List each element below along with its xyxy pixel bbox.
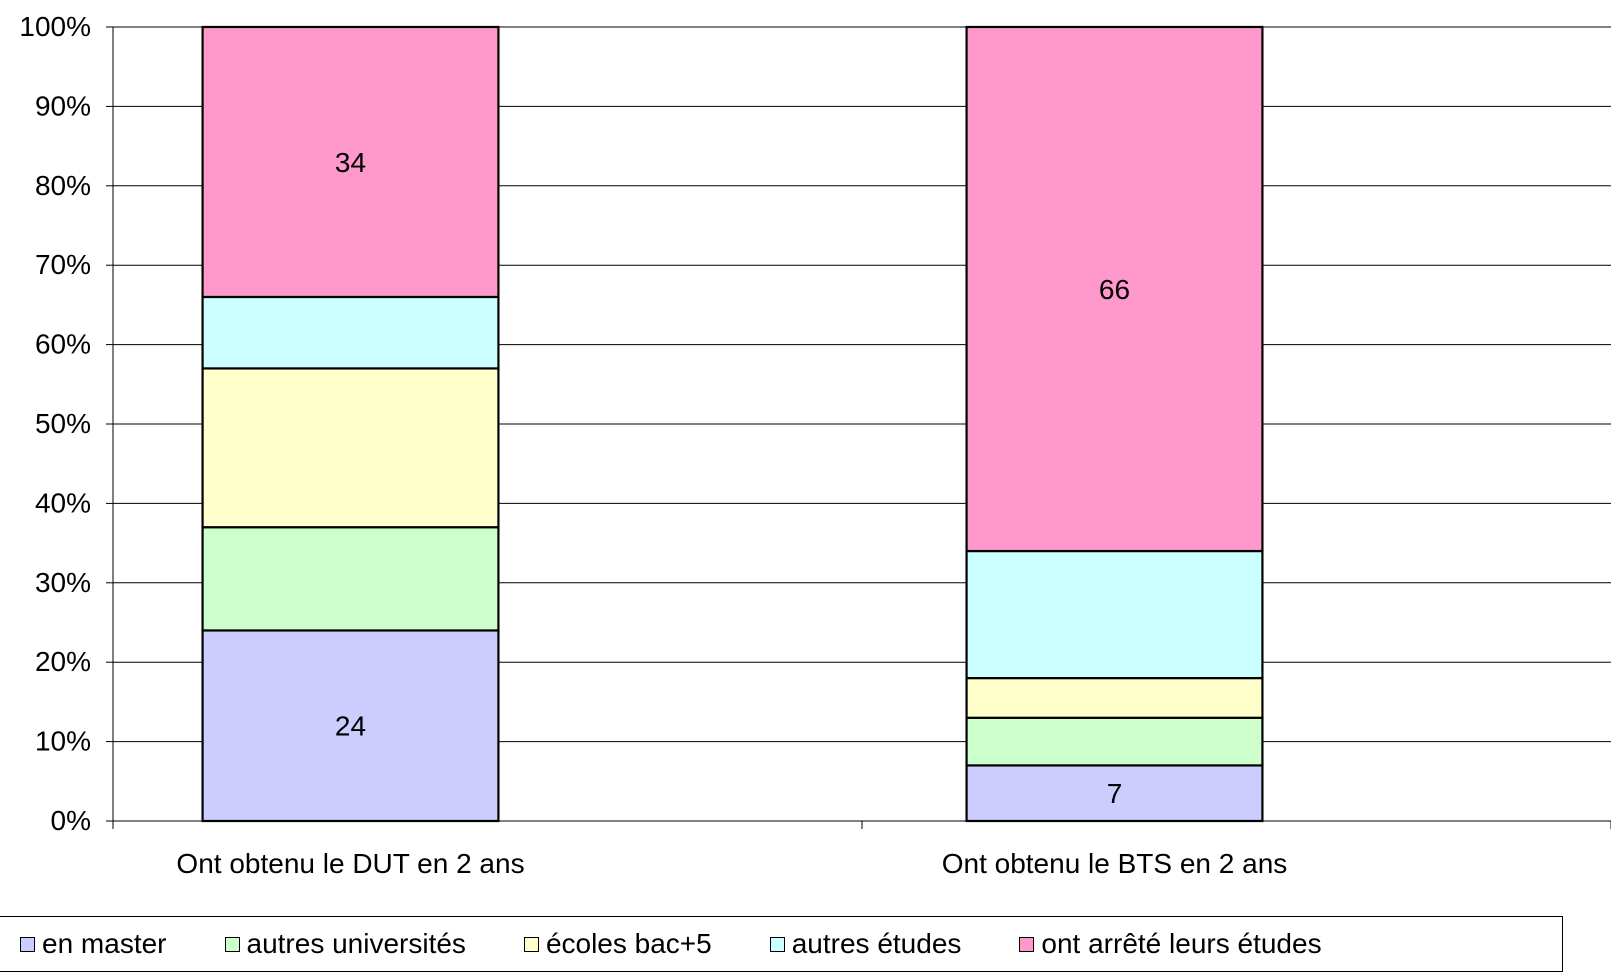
legend-item: autres universités	[224, 928, 466, 960]
y-tick-label: 60%	[35, 329, 91, 360]
y-tick-label: 30%	[35, 567, 91, 598]
y-tick-label: 50%	[35, 408, 91, 439]
y-tick-label: 100%	[19, 11, 91, 42]
y-tick-label: 70%	[35, 249, 91, 280]
y-tick-label: 20%	[35, 646, 91, 677]
data-label: 66	[1099, 274, 1130, 305]
bar-segment	[201, 295, 500, 370]
y-tick-label: 90%	[35, 90, 91, 121]
legend-item: autres études	[769, 928, 962, 960]
bar-segment	[201, 25, 500, 299]
legend-swatch	[20, 936, 35, 952]
legend: en master autres universités écoles bac+5 a…	[0, 916, 1563, 972]
data-label: 24	[335, 711, 366, 742]
legend-item: ont arrêté leurs études	[1019, 928, 1322, 960]
stacked-bar-chart: 0% 10% 20% 30% 40% 50% 60% 70% 80% 90% 100% 24 34 Ont…	[19, 11, 1611, 879]
y-tick-label: 10%	[35, 726, 91, 757]
legend-label: autres universités	[246, 928, 466, 959]
y-tick-label: 80%	[35, 170, 91, 201]
bar-segment	[965, 716, 1264, 767]
bar-segment	[965, 25, 1264, 553]
legend-swatch	[1019, 936, 1035, 952]
data-label: 34	[335, 147, 366, 178]
legend-label: autres études	[791, 928, 962, 959]
y-tick-label: 40%	[35, 487, 91, 518]
bar-segment	[965, 676, 1264, 719]
legend-item: en master	[20, 928, 167, 960]
bar-segment	[965, 549, 1264, 680]
data-label: 7	[1107, 778, 1123, 809]
bar-segment	[201, 367, 500, 529]
category-label: Ont obtenu le DUT en 2 ans	[176, 848, 524, 879]
legend-label: écoles bac+5	[545, 928, 712, 959]
legend-swatch	[224, 936, 240, 952]
bar-segment	[965, 764, 1264, 823]
legend-label: en master	[42, 928, 167, 959]
bar-segment	[201, 526, 500, 632]
category-label: Ont obtenu le BTS en 2 ans	[942, 848, 1288, 879]
legend-swatch	[523, 936, 539, 952]
y-tick-label: 0%	[51, 805, 91, 836]
legend-label: ont arrêté leurs études	[1041, 928, 1322, 959]
legend-item: écoles bac+5	[523, 928, 712, 960]
legend-swatch	[769, 936, 785, 952]
